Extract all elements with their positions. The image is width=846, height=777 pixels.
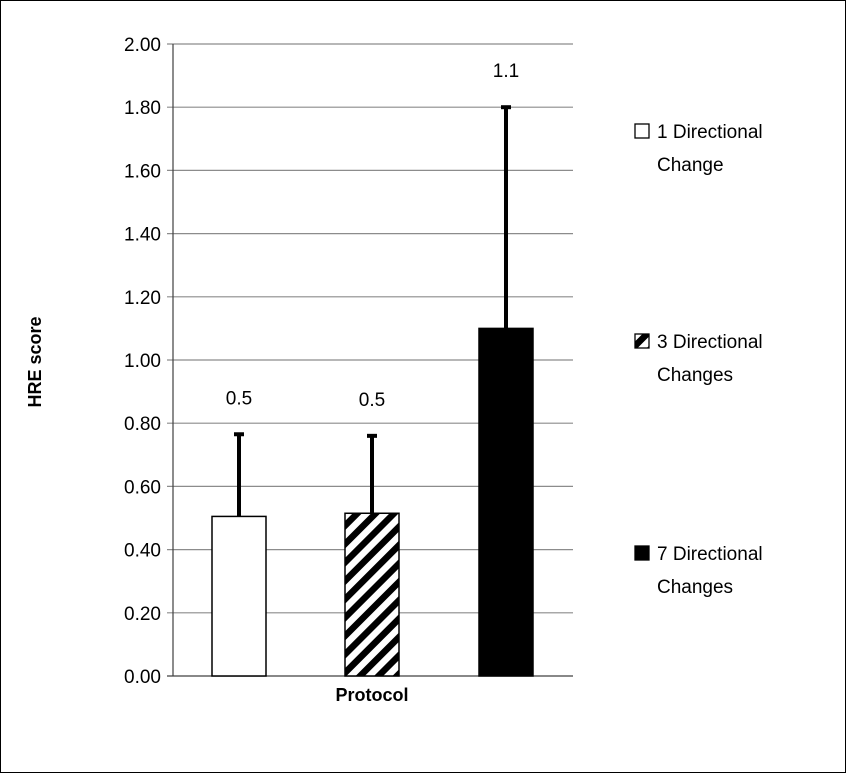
legend-label: 3 Directional — [657, 332, 763, 353]
legend-label: 7 Directional — [657, 544, 763, 565]
y-tick-label: 2.00 — [124, 35, 161, 56]
y-tick-label: 1.20 — [124, 288, 161, 309]
legend-label: Changes — [657, 365, 733, 386]
y-tick-label: 1.40 — [124, 225, 161, 246]
y-axis-title: HRE score — [25, 316, 45, 407]
data-labels: 0.5 0.5 1.1 — [226, 61, 519, 411]
bar — [211, 515, 267, 677]
y-tick-label: 0.20 — [124, 604, 161, 625]
legend-swatch — [634, 545, 650, 561]
legend-swatch — [634, 333, 650, 349]
y-tick-label: 0.80 — [124, 414, 161, 435]
y-tick-label: 0.60 — [124, 477, 161, 498]
y-tick-label: 1.00 — [124, 351, 161, 372]
bars — [211, 327, 534, 677]
data-label: 1.1 — [493, 61, 519, 82]
y-tick-label: 1.80 — [124, 98, 161, 119]
legend-label: Change — [657, 155, 724, 176]
bar — [344, 512, 400, 677]
data-label: 0.5 — [226, 388, 252, 409]
x-axis-title: Protocol — [335, 685, 408, 705]
legend-label: Changes — [657, 577, 733, 598]
legend: 1 Directional Change 3 Directional Changes 7… — [634, 122, 763, 598]
data-label: 0.5 — [359, 390, 385, 411]
y-tick-label: 0.40 — [124, 541, 161, 562]
bar — [478, 327, 534, 677]
y-tick-label: 1.60 — [124, 161, 161, 182]
y-axis-tick-labels: 0.00 0.20 0.40 0.60 0.80 1.00 1.20 1.40 1.60 1.80… — [124, 35, 161, 688]
legend-swatch — [634, 123, 650, 139]
error-bars — [234, 105, 511, 517]
legend-label: 1 Directional — [657, 122, 763, 143]
y-tick-label: 0.00 — [124, 667, 161, 688]
